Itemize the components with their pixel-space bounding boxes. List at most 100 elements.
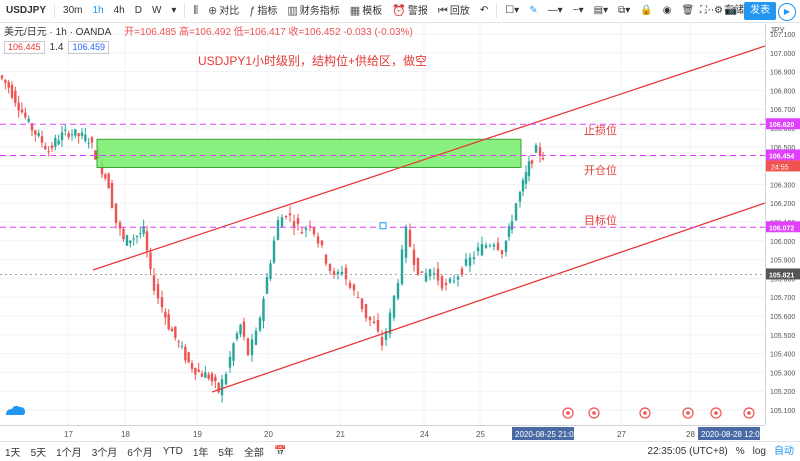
calendar-icon[interactable]: 📅 (273, 446, 287, 457)
time-tick-label: 19 (193, 430, 202, 439)
price-tick-label: 107.100 (770, 32, 795, 39)
time-tick-label: 21 (336, 430, 345, 439)
headline-annotation[interactable]: USDJPY1小时级别，结构位+供给区，做空 (198, 54, 428, 68)
candle-body (210, 373, 214, 382)
clock-display[interactable]: 22:35:05 (UTC+8) (647, 446, 728, 457)
replay-button[interactable]: ⏮ 回放 (433, 0, 475, 22)
log-toggle[interactable]: log (752, 446, 766, 457)
candle-body (149, 252, 152, 270)
percent-toggle[interactable]: % (735, 446, 745, 457)
bottom-toolbar: 1天 5天 1个月 3个月 6个月 YTD 1年 5年 全部 📅 22:35:0… (0, 441, 800, 461)
candle-body (396, 283, 400, 299)
candle-body (320, 240, 324, 246)
eye-icon[interactable]: ◉ (662, 5, 672, 16)
candle-body (280, 217, 284, 228)
price-axis-svg: 107.100 107.000 106.900 106.800 106.700 106.6… (766, 32, 800, 415)
time-axis[interactable]: 17 18 19 20 21 24 25 27 28 2020-08-25 21:00 2020-0… (0, 425, 765, 442)
publish-button[interactable]: 发表 (744, 2, 776, 20)
candle-body (174, 326, 177, 338)
range-5y[interactable]: 5年 (218, 448, 234, 459)
indicators-button[interactable]: ƒ 指标 (244, 0, 282, 22)
candle-body (184, 346, 187, 361)
financials-button[interactable]: ▥ 财务指标 (282, 0, 344, 22)
pencil-icon[interactable]: ✎ (529, 5, 538, 16)
candle-body (356, 296, 360, 298)
candle-body (67, 133, 70, 138)
auto-toggle[interactable]: 自动 (774, 446, 794, 457)
candle-body (468, 257, 472, 267)
countdown-bg (766, 160, 800, 172)
candle-body (180, 345, 184, 347)
range-6m[interactable]: 6个月 (127, 448, 153, 459)
sell-price-box[interactable]: 106.445 (4, 41, 45, 54)
interval-4h[interactable]: 4h (113, 5, 125, 16)
chart-drawings (0, 45, 765, 419)
candle-body (376, 320, 380, 332)
stop-loss-annotation[interactable]: 止损位 (584, 125, 617, 137)
price-tick-label: 105.600 (770, 314, 795, 321)
spread-value: 1.4 (49, 42, 64, 53)
current-price-label: 106.454 (769, 153, 794, 160)
copy-icon[interactable]: ⧉▾ (618, 5, 631, 16)
candle-body (44, 145, 47, 150)
play-icon[interactable]: ▶ (778, 3, 796, 21)
price-chart[interactable] (0, 23, 765, 425)
camera-icon[interactable]: 📷 (724, 5, 737, 16)
entry-annotation[interactable]: 开仓位 (584, 165, 617, 177)
gear-icon[interactable]: ⚙ (714, 5, 723, 16)
target-annotation[interactable]: 目标位 (584, 215, 617, 227)
indicators-label: 指标 (257, 6, 278, 17)
trash-icon[interactable]: 🗑 (681, 5, 695, 16)
undo-icon[interactable]: ↶ (479, 5, 489, 16)
candle-body (332, 271, 336, 275)
settings-button[interactable]: 存储 (724, 5, 745, 16)
candle-body (476, 247, 480, 252)
interval-d[interactable]: D (134, 5, 142, 16)
candle-body (484, 245, 488, 248)
candle-body (27, 118, 30, 122)
chart-type-button[interactable]: ⫼ (193, 5, 199, 16)
range-5d[interactable]: 5天 (30, 448, 47, 459)
event-icon-dot (643, 411, 647, 415)
range-1y[interactable]: 1年 (192, 448, 209, 459)
compare-button[interactable]: ⊕ 对比 (203, 0, 244, 22)
price-axis[interactable]: 107.100 107.000 106.900 106.800 106.700 106.6… (765, 23, 800, 425)
candle-body (110, 183, 114, 208)
candle-body (50, 145, 54, 149)
candle-body (432, 272, 436, 275)
candle-body (87, 143, 90, 145)
candle-body (232, 343, 235, 361)
interval-dropdown-icon[interactable]: ▾ (171, 5, 177, 16)
range-ytd[interactable]: YTD (162, 446, 183, 457)
layout-icon[interactable]: ▤▾ (593, 5, 609, 16)
rectangle-tool-icon[interactable]: ☐▾ (505, 5, 520, 16)
range-all[interactable]: 全部 (243, 448, 264, 459)
buy-price-box[interactable]: 106.459 (68, 41, 109, 54)
interval-30m[interactable]: 30m (63, 5, 83, 16)
time-tick-label: 24 (420, 430, 429, 439)
range-1d[interactable]: 1天 (5, 448, 21, 459)
candle-body (250, 339, 254, 355)
candle-body (132, 238, 135, 240)
event-icon-dot (714, 411, 718, 415)
line-style-icon[interactable]: —▾ (547, 5, 563, 16)
alert-button[interactable]: ⏰ 警报 (387, 0, 433, 22)
lock-icon[interactable]: 🔒 (640, 5, 653, 16)
dotted-line-icon[interactable]: ┄▾ (572, 5, 584, 16)
time-axis-svg: 17 18 19 20 21 24 25 27 28 2020-08-25 21:00 2020-0… (64, 427, 765, 440)
symbol-search[interactable]: USDJPY (6, 5, 47, 16)
candle-body (262, 298, 265, 322)
candle-body (452, 280, 456, 282)
event-icon-dot (566, 411, 570, 415)
fullscreen-icon[interactable]: ⛶ (700, 5, 707, 16)
price-tick-label: 105.400 (770, 352, 795, 359)
templates-button[interactable]: ▦ 模板 (345, 0, 387, 22)
candle-body (57, 140, 60, 145)
range-1m[interactable]: 1个月 (56, 448, 82, 459)
range-3m[interactable]: 3个月 (91, 448, 118, 459)
more-icon[interactable]: ⋯ (704, 5, 715, 16)
interval-w[interactable]: W (151, 5, 162, 16)
interval-1h[interactable]: 1h (92, 5, 104, 16)
crosshair-price-label: 105.821 (769, 272, 794, 279)
replay-label: 回放 (449, 6, 470, 17)
